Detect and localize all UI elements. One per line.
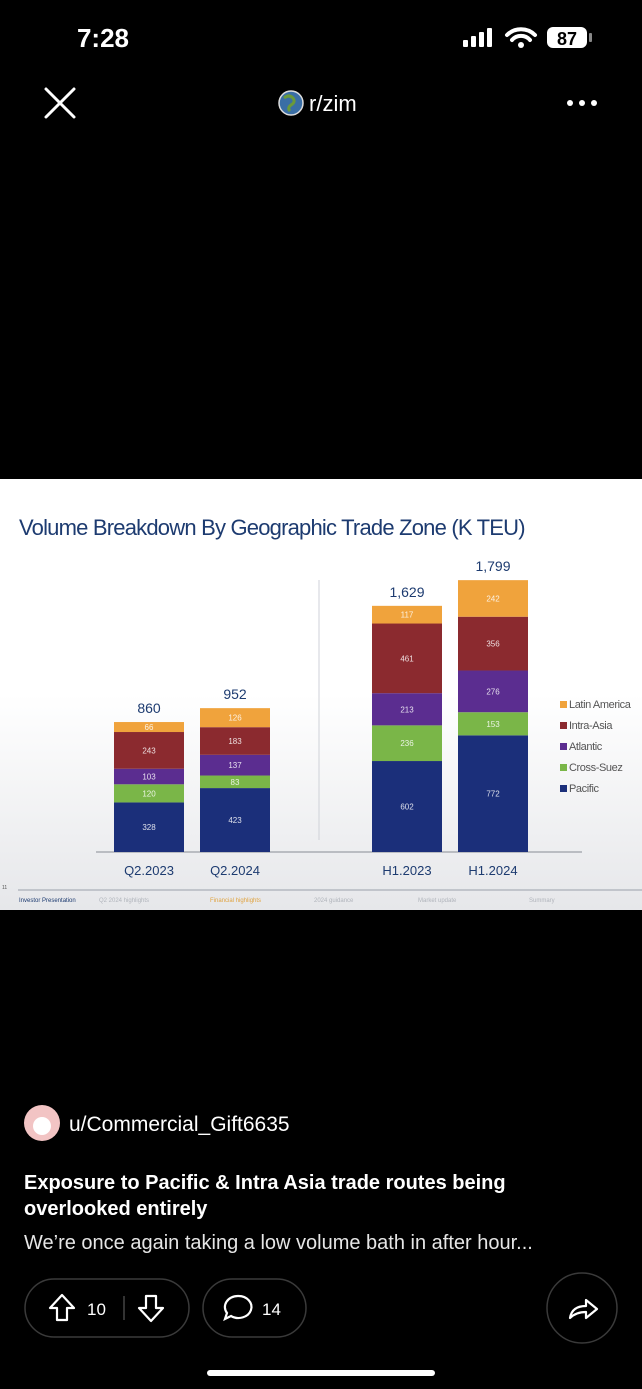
total-label: 1,629 <box>389 584 424 600</box>
segment-label: 183 <box>228 737 242 746</box>
bar-segment <box>458 670 528 713</box>
comment-button[interactable] <box>202 1278 307 1338</box>
vote-pill <box>24 1278 190 1338</box>
legend-swatch <box>560 785 567 792</box>
bar-segment <box>372 623 442 694</box>
slide-nav-item: Q2 2024 highlights <box>99 898 149 904</box>
slide-nav-item: Market update <box>418 898 457 904</box>
share-icon <box>568 1298 599 1320</box>
downvote-button[interactable] <box>137 1294 165 1323</box>
signal-icon <box>463 28 492 47</box>
battery-tip <box>589 33 592 42</box>
slide-image[interactable] <box>0 479 642 910</box>
segment-label: 242 <box>486 594 500 603</box>
segment-label: 103 <box>142 773 156 782</box>
home-indicator <box>207 1370 435 1376</box>
segment-label: 117 <box>401 611 414 620</box>
bar-segment <box>458 735 528 852</box>
total-label: 952 <box>223 686 247 702</box>
bar-segment <box>200 754 270 776</box>
bar-segment <box>200 708 270 728</box>
legend-label: Intra-Asia <box>569 720 613 732</box>
wifi-icon <box>505 27 537 42</box>
post-title[interactable]: Exposure to Pacific & Intra Asia trade r… <box>24 1172 506 1194</box>
segment-label: 276 <box>486 687 500 696</box>
page-number: 11 <box>2 885 7 891</box>
comment-count: 14 <box>262 1300 281 1319</box>
segment-label: 328 <box>142 823 156 832</box>
segment-label: 461 <box>400 654 414 663</box>
legend-label: Atlantic <box>569 741 603 753</box>
x-tick-label: Q2.2023 <box>124 863 174 878</box>
legend-swatch <box>560 743 567 750</box>
slide-nav-item: Summary <box>529 898 555 904</box>
wifi-dot <box>518 42 524 48</box>
more-button[interactable] <box>567 100 597 106</box>
segment-label: 356 <box>486 640 500 649</box>
legend-swatch <box>560 722 567 729</box>
legend-swatch <box>560 701 567 708</box>
bar-segment <box>458 616 528 671</box>
x-tick-label: Q2.2024 <box>210 863 260 878</box>
segment-label: 772 <box>486 790 500 799</box>
slide-footer: 11 Investor Presentation Q2 2024 highligh… <box>2 885 642 904</box>
bar-segment <box>372 725 442 762</box>
bar-segment <box>114 732 184 769</box>
segment-label: 66 <box>145 723 154 732</box>
legend-label: Pacific <box>569 783 599 795</box>
subreddit-name[interactable]: r/zim <box>309 91 357 116</box>
legend-swatch <box>560 764 567 771</box>
segment-label: 236 <box>400 739 414 748</box>
x-tick-label: H1.2024 <box>468 863 517 878</box>
segment-label: 243 <box>142 746 156 755</box>
total-label: 1,799 <box>475 558 510 574</box>
globe-land <box>283 94 296 113</box>
segment-label: 602 <box>400 803 414 812</box>
bar-segment <box>114 784 184 803</box>
bar-segment <box>372 761 442 852</box>
bar-segment <box>114 768 184 785</box>
battery-level: 87 <box>557 29 577 49</box>
bar-segment <box>458 712 528 736</box>
upvote-button[interactable] <box>48 1293 76 1322</box>
total-label: 860 <box>137 700 161 716</box>
segment-label: 423 <box>228 816 242 825</box>
segment-label: 83 <box>231 778 240 787</box>
bar-segment <box>114 722 184 733</box>
chart-title: Volume Breakdown By Geographic Trade Zon… <box>19 515 525 540</box>
subreddit-icon[interactable] <box>278 90 304 116</box>
post-title[interactable]: overlooked entirely <box>24 1198 208 1220</box>
chart: Volume Breakdown By Geographic Trade Zon… <box>19 515 632 878</box>
slide-nav-item: Financial highlights <box>210 898 261 904</box>
segment-label: 213 <box>400 705 414 714</box>
segment-label: 120 <box>142 789 156 798</box>
battery-icon <box>547 27 587 48</box>
upvote-count: 10 <box>87 1300 106 1319</box>
segment-label: 137 <box>228 761 242 770</box>
bar-segment <box>372 693 442 726</box>
bar-segment <box>200 788 270 852</box>
segment-label: 153 <box>486 720 500 729</box>
avatar-face <box>33 1117 51 1135</box>
slide-nav-item: Investor Presentation <box>19 898 76 904</box>
bar-segment <box>200 727 270 755</box>
share-button[interactable] <box>546 1272 618 1344</box>
bar-segment <box>200 775 270 789</box>
slide-nav-item: 2024 guidance <box>314 898 354 904</box>
x-tick-label: H1.2023 <box>382 863 431 878</box>
legend-label: Cross-Suez <box>569 762 622 774</box>
post-body[interactable]: We’re once again taking a low volume bat… <box>24 1232 533 1254</box>
legend-label: Latin America <box>569 699 632 711</box>
segment-label: 126 <box>228 714 242 723</box>
close-button[interactable] <box>44 87 76 119</box>
status-time: 7:28 <box>77 23 129 53</box>
bar-segment <box>372 605 442 624</box>
bar-segment <box>458 580 528 617</box>
bar-segment <box>114 802 184 852</box>
comment-icon <box>223 1294 253 1322</box>
author-name[interactable]: u/Commercial_Gift6635 <box>69 1113 290 1136</box>
